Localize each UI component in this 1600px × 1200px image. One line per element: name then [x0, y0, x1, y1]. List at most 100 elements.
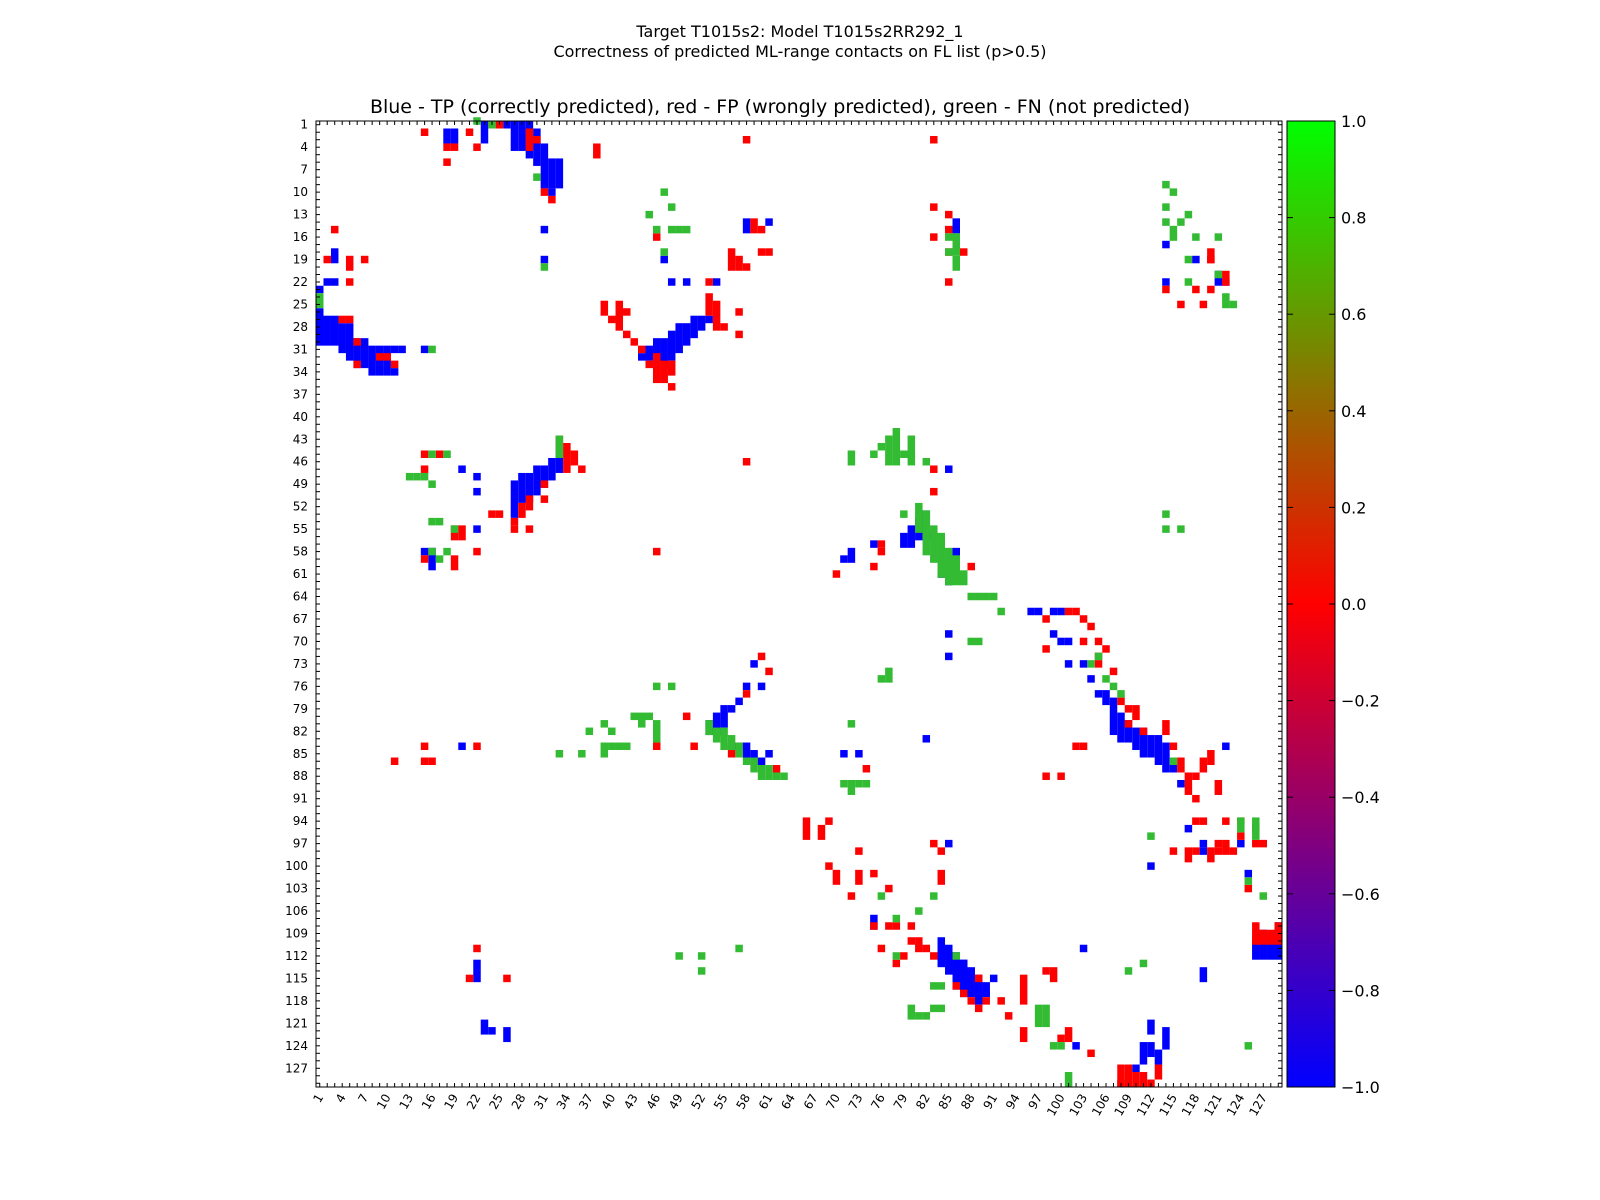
fn-cell [1169, 225, 1178, 241]
tp-cell [945, 652, 953, 661]
tp-cell [1192, 255, 1200, 264]
fn-cell [847, 779, 856, 795]
x-tick-label: 118 [1179, 1092, 1203, 1119]
y-tick-label: 88 [293, 769, 308, 783]
tp-cell [555, 158, 564, 189]
fp-cell [353, 360, 361, 369]
colorbar-tick-label: 0.0 [1341, 595, 1366, 614]
y-tick-label: 118 [285, 994, 308, 1008]
fp-cell [1267, 929, 1275, 945]
fp-cell [877, 944, 886, 953]
fp-cell [1214, 839, 1223, 848]
tp-cell [667, 330, 676, 361]
fp-cell [907, 937, 916, 945]
tp-cell [428, 547, 436, 571]
x-tick-label: 112 [1134, 1092, 1158, 1119]
x-tick-label: 52 [688, 1092, 708, 1112]
fn-cell [967, 592, 975, 601]
fp-cell [945, 278, 953, 286]
x-tick-label: 85 [936, 1092, 956, 1112]
colorbar-tick-label: 0.6 [1341, 305, 1366, 324]
tp-cell [945, 465, 953, 473]
fn-cell [915, 502, 923, 533]
fp-cell [974, 974, 983, 983]
fn-cell [967, 637, 975, 646]
x-tick-label: 43 [621, 1092, 641, 1112]
tp-cell [945, 839, 953, 848]
fn-cell [1042, 1004, 1050, 1028]
fp-cell [338, 315, 346, 324]
x-tick-label: 64 [778, 1092, 798, 1112]
fp-cell [1064, 1027, 1073, 1043]
fn-cell [660, 248, 668, 256]
fn-cell [405, 472, 414, 481]
plot-title: Blue - TP (correctly predicted), red - F… [0, 96, 1600, 118]
fn-cell [989, 592, 998, 601]
fp-cell [1192, 847, 1200, 855]
fn-cell [1147, 832, 1155, 840]
y-tick-label: 19 [293, 253, 308, 267]
fp-cell [682, 712, 691, 721]
fn-cell [652, 720, 661, 743]
fp-cell [345, 315, 354, 324]
fp-cell [473, 547, 481, 556]
fp-cell [930, 135, 938, 144]
fp-cell [1042, 615, 1050, 623]
tp-cell [974, 974, 983, 1005]
tp-cell [1252, 937, 1260, 960]
y-tick-label: 40 [293, 410, 308, 424]
tp-cell [907, 525, 916, 548]
fn-cell [1049, 1042, 1058, 1050]
fn-cell [937, 532, 946, 578]
tp-cell [1184, 824, 1193, 833]
x-tick-label: 70 [823, 1092, 843, 1112]
fp-cell [443, 143, 451, 151]
fn-cell [652, 682, 661, 691]
fp-cell [443, 158, 451, 166]
fp-cell [705, 278, 713, 286]
fp-cell [727, 750, 736, 758]
fn-cell [578, 750, 586, 758]
tp-cell [518, 121, 526, 151]
colorbar-tick-label: −0.2 [1341, 692, 1380, 711]
fn-cell [623, 742, 631, 751]
fp-cell [870, 922, 878, 930]
tp-cell [330, 248, 339, 264]
fp-cell [1057, 772, 1065, 780]
fp-cell [1214, 847, 1223, 855]
y-tick-label: 1 [300, 118, 308, 132]
fn-cell [667, 225, 676, 234]
plot-title-text: Blue - TP (correctly predicted), red - F… [369, 96, 1191, 118]
contact-cells [316, 117, 1282, 1087]
fp-cell [652, 233, 661, 241]
fp-cell [735, 308, 743, 316]
y-tick-label: 10 [293, 185, 308, 199]
fn-cell [877, 675, 886, 683]
fp-cell [1042, 967, 1050, 975]
fn-cell [742, 757, 751, 765]
tp-cell [735, 697, 743, 706]
fp-cell [1042, 645, 1050, 653]
tp-cell [682, 323, 691, 346]
fp-cell [652, 353, 661, 384]
fn-cell [1259, 892, 1268, 900]
fp-cell [974, 1004, 983, 1013]
fp-cell [720, 323, 728, 331]
x-tick-label: 88 [958, 1092, 978, 1112]
tp-cell [1057, 607, 1065, 616]
x-tick-label: 82 [913, 1092, 933, 1112]
fp-cell [420, 757, 429, 765]
fn-cell [1139, 959, 1148, 968]
x-tick-label: 40 [599, 1092, 619, 1112]
tp-cell [960, 959, 968, 975]
tp-cell [548, 158, 556, 189]
fp-cell [772, 765, 781, 773]
fp-cell [600, 300, 609, 316]
y-tick-label: 127 [285, 1061, 308, 1075]
tp-cell [712, 712, 721, 736]
fn-cell [1087, 660, 1095, 668]
figure-title-line2: Correctness of predicted ML-range contac… [553, 42, 1047, 61]
fn-cell [922, 510, 931, 556]
fn-cell [922, 457, 931, 466]
fp-cell [1222, 839, 1230, 855]
